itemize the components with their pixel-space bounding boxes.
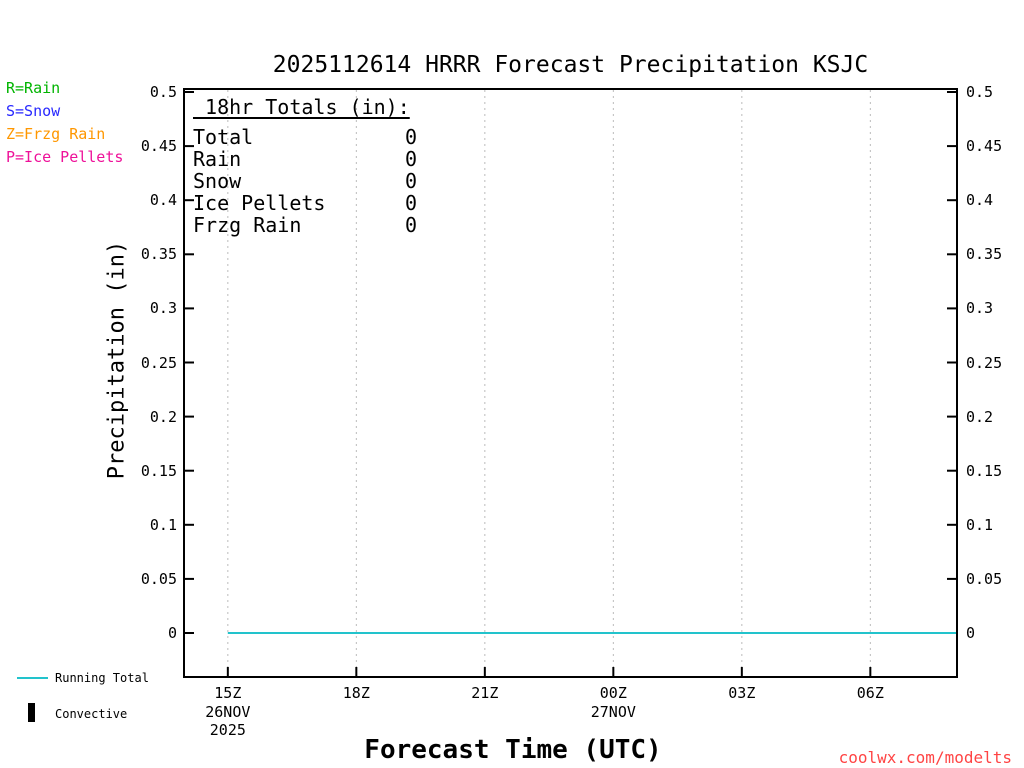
totals-row-value: 0 xyxy=(404,147,417,171)
totals-row-label: Snow xyxy=(193,169,242,193)
chart-title: 2025112614 HRRR Forecast Precipitation K… xyxy=(272,52,869,78)
y-axis-tick-label-left: 0.35 xyxy=(140,245,177,264)
y-axis-tick-label-left: 0.2 xyxy=(149,407,177,426)
x-axis-date-label: 26NOV xyxy=(205,703,251,721)
y-axis-tick-label-right: 0.2 xyxy=(966,407,994,426)
totals-row-snow: Snow 0 xyxy=(193,170,417,192)
x-axis-tick-label: 03Z xyxy=(728,684,756,702)
totals-row-value: 0 xyxy=(404,169,417,193)
totals-row-ice-pellets: Ice Pellets 0 xyxy=(193,192,417,214)
y-axis-tick-label-right: 0.4 xyxy=(966,191,994,210)
totals-heading: 18hr Totals (in): xyxy=(193,95,410,119)
y-axis-tick-label-right: 0.05 xyxy=(966,569,1003,588)
plot-canvas xyxy=(185,90,956,676)
plot-area: 18hr Totals (in): Total 0 Rain 0 Snow 0 … xyxy=(183,88,958,678)
y-axis-tick-label-right: 0.3 xyxy=(966,299,994,318)
x-axis-date-label: 2025 xyxy=(209,721,246,739)
y-axis-tick-label-left: 0.25 xyxy=(140,353,177,372)
convective-bar-swatch xyxy=(28,703,35,722)
legend-item-rain: R=Rain xyxy=(6,79,61,97)
x-axis-title: Forecast Time (UTC) xyxy=(364,735,662,765)
credit-link[interactable]: coolwx.com/modelts xyxy=(838,748,1012,767)
precip-type-legend: R=Rain S=Snow Z=Frzg Rain P=Ice Pellets xyxy=(6,77,123,169)
y-axis-tick-label-left: 0.1 xyxy=(149,515,177,534)
totals-row-value: 0 xyxy=(404,191,417,215)
totals-row-label: Frzg Rain xyxy=(193,213,302,237)
totals-row-label: Total xyxy=(193,125,254,149)
totals-row-value: 0 xyxy=(404,213,417,237)
y-axis-tick-label-left: 0 xyxy=(167,624,177,642)
y-axis-tick-label-right: 0 xyxy=(966,624,976,642)
legend-item-ice-pellets: P=Ice Pellets xyxy=(6,148,124,166)
totals-row-label: Rain xyxy=(193,147,242,171)
x-axis-tick-label: 06Z xyxy=(856,684,884,702)
y-axis-tick-label-right: 0.1 xyxy=(966,515,994,534)
y-axis-tick-label-left: 0.4 xyxy=(149,191,177,210)
y-axis-tick-label-left: 0.05 xyxy=(140,569,177,588)
y-axis-tick-label-left: 0.45 xyxy=(140,137,177,156)
convective-legend-label: Convective xyxy=(55,707,128,721)
totals-row-total: Total 0 xyxy=(193,126,417,148)
y-axis-tick-label-right: 0.15 xyxy=(966,461,1003,480)
x-axis-tick-label: 18Z xyxy=(342,684,370,702)
y-axis-tick-label-right: 0.25 xyxy=(966,353,1003,372)
running-total-legend-label: Running Total xyxy=(55,671,149,685)
y-axis-tick-label-right: 0.45 xyxy=(966,137,1003,156)
totals-row-frzg-rain: Frzg Rain 0 xyxy=(193,214,417,236)
running-total-line-swatch xyxy=(17,677,48,679)
x-axis-tick-label: 15Z xyxy=(214,684,242,702)
totals-row-rain: Rain 0 xyxy=(193,148,417,170)
totals-row-value: 0 xyxy=(404,125,417,149)
x-axis-tick-label: 00Z xyxy=(599,684,627,702)
y-axis-tick-label-left: 0.15 xyxy=(140,461,177,480)
legend-item-snow: S=Snow xyxy=(6,102,61,120)
y-axis-tick-label-left: 0.3 xyxy=(149,299,177,318)
totals-row-label: Ice Pellets xyxy=(193,191,326,215)
totals-box: 18hr Totals (in): Total 0 Rain 0 Snow 0 … xyxy=(193,95,417,236)
legend-item-frzg-rain: Z=Frzg Rain xyxy=(6,125,106,143)
y-axis-tick-label-right: 0.5 xyxy=(966,83,994,101)
x-axis-tick-label: 21Z xyxy=(471,684,499,702)
x-axis-date-label: 27NOV xyxy=(590,703,636,721)
y-axis-tick-label-left: 0.5 xyxy=(149,83,177,101)
y-axis-tick-label-right: 0.35 xyxy=(966,245,1003,264)
